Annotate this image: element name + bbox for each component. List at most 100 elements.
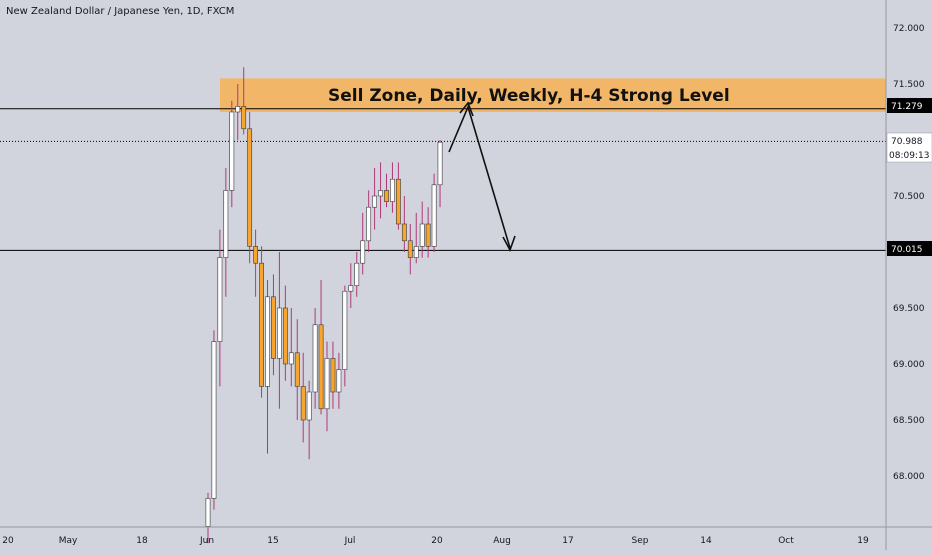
- candle: [271, 274, 276, 376]
- candle: [437, 140, 443, 208]
- x-tick-label: May: [59, 536, 78, 546]
- candle: [330, 341, 336, 409]
- y-tick-label: 69.500: [893, 304, 925, 314]
- candle-body: [366, 206, 372, 242]
- x-tick-label: 14: [700, 536, 712, 546]
- candle-body: [205, 498, 211, 527]
- x-tick-label: Oct: [778, 536, 794, 546]
- candle: [360, 212, 366, 275]
- candle: [366, 190, 372, 252]
- candle: [288, 308, 294, 387]
- candle: [282, 285, 288, 381]
- candle-body: [288, 352, 294, 365]
- candle: [312, 308, 318, 409]
- candle: [384, 173, 389, 208]
- candle: [217, 229, 223, 387]
- candle-body: [348, 285, 354, 292]
- label-current-price: 70.988 08:09:13: [886, 132, 932, 163]
- candle-body: [425, 223, 431, 247]
- candle-body: [211, 341, 217, 499]
- x-tick-label: 17: [562, 536, 573, 546]
- label-lower-level: 70.015: [887, 241, 932, 256]
- candle-body: [395, 178, 401, 225]
- candle-body: [300, 386, 306, 421]
- candle-body: [259, 262, 264, 387]
- candle: [401, 196, 407, 252]
- label-countdown-text: 08:09:13: [889, 151, 929, 161]
- sell-zone: Sell Zone, Daily, Weekly, H-4 Strong Lev…: [220, 78, 886, 112]
- x-tick-label: Sep: [632, 536, 649, 546]
- candle: [348, 263, 354, 308]
- time-axis[interactable]: 20 May 18 Jun 15 Jul 20 Aug 17 Sep 14 Oct 19: [2, 536, 869, 546]
- x-tick-label: 18: [136, 536, 148, 546]
- candle-body: [437, 141, 443, 186]
- y-tick-label: 68.000: [893, 472, 925, 482]
- candle-body: [360, 240, 366, 264]
- candle: [300, 352, 306, 443]
- x-tick-label: 19: [857, 536, 869, 546]
- candle: [395, 162, 401, 230]
- candle-body: [253, 246, 258, 264]
- candle: [265, 280, 270, 454]
- candle: [425, 207, 431, 258]
- candle: [276, 252, 282, 409]
- label-lower-level-text: 70.015: [891, 245, 923, 255]
- candle: [235, 84, 241, 140]
- candle: [241, 67, 247, 135]
- candle-body: [241, 106, 247, 130]
- candle-body: [223, 190, 229, 258]
- candle: [306, 380, 312, 460]
- candle-body: [294, 352, 300, 387]
- candle-body: [235, 106, 241, 113]
- candle-body: [324, 358, 330, 410]
- candle: [390, 162, 395, 213]
- candle-body: [419, 223, 425, 247]
- candle-body: [330, 358, 336, 393]
- candle: [378, 162, 383, 219]
- candle-body: [271, 296, 276, 359]
- y-tick-label: 71.500: [893, 80, 925, 90]
- candle: [205, 492, 211, 544]
- candle: [318, 280, 324, 415]
- y-tick-label: 72.000: [893, 24, 925, 34]
- sell-zone-rect: [220, 78, 886, 112]
- chart-title: New Zealand Dollar / Japanese Yen, 1D, F…: [6, 6, 234, 17]
- candle-body: [312, 324, 318, 393]
- sell-zone-label: Sell Zone, Daily, Weekly, H-4 Strong Lev…: [328, 86, 730, 106]
- candle-body: [336, 369, 342, 393]
- candle-body: [354, 262, 360, 286]
- candle-body: [384, 190, 389, 202]
- candle-body: [229, 111, 235, 191]
- candle-body: [276, 307, 282, 359]
- x-tick-label: 20: [431, 536, 443, 546]
- candle-body: [318, 324, 324, 410]
- label-upper-level: 71.279: [887, 98, 932, 113]
- candle: [431, 173, 437, 252]
- x-tick-label: Jun: [199, 536, 214, 546]
- candle-body: [407, 240, 413, 258]
- candle: [372, 168, 377, 230]
- x-tick-label: 15: [267, 536, 278, 546]
- candle-body: [431, 184, 437, 247]
- candle: [407, 224, 413, 275]
- candle: [419, 201, 425, 258]
- candle: [259, 246, 264, 398]
- arrow-up-line: [448, 104, 511, 249]
- candle-body: [265, 296, 270, 387]
- candle-body: [390, 178, 395, 202]
- x-tick-label: Aug: [493, 536, 511, 546]
- candle: [413, 212, 419, 264]
- y-tick-label: 68.500: [893, 416, 925, 426]
- candle-body: [378, 190, 383, 197]
- candle: [294, 319, 300, 420]
- candle: [253, 229, 258, 297]
- candle: [223, 168, 229, 297]
- candle-body: [306, 391, 312, 421]
- x-tick-label: Jul: [344, 536, 356, 546]
- arrow-up-head: [459, 101, 474, 117]
- candle-body: [413, 246, 419, 258]
- candle: [211, 330, 217, 510]
- candle: [354, 252, 360, 297]
